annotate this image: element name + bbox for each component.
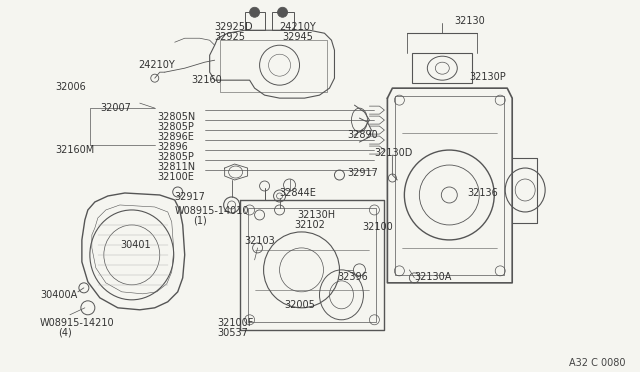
Text: 30537: 30537 (218, 328, 248, 338)
Text: 32917: 32917 (348, 168, 378, 178)
Text: W08915-14210: W08915-14210 (40, 318, 115, 328)
Text: 32945: 32945 (282, 32, 314, 42)
Text: 32160M: 32160M (55, 145, 94, 155)
Text: 32136: 32136 (467, 188, 498, 198)
Bar (220, 40, 328, 92)
Text: 32805N: 32805N (157, 112, 196, 122)
Text: 24210Y: 24210Y (280, 22, 316, 32)
Text: 32811N: 32811N (157, 162, 196, 172)
Text: 32100E: 32100E (157, 172, 195, 182)
Text: 32925: 32925 (214, 32, 246, 42)
Text: 32160: 32160 (192, 75, 223, 85)
Text: 32890: 32890 (348, 130, 378, 140)
Text: 32100F: 32100F (218, 318, 254, 328)
Text: 32896E: 32896E (157, 132, 195, 142)
Text: 32130D: 32130D (374, 148, 413, 158)
Text: 32805P: 32805P (157, 122, 195, 132)
Text: 32130A: 32130A (414, 272, 452, 282)
Text: 32006: 32006 (55, 82, 86, 92)
Text: 30401: 30401 (120, 240, 150, 250)
Ellipse shape (250, 7, 260, 17)
Bar (396, 96, 504, 275)
Text: A32 C 0080: A32 C 0080 (569, 358, 626, 368)
Text: W08915-14010: W08915-14010 (175, 206, 249, 216)
Text: 32805P: 32805P (157, 152, 195, 162)
Text: 32925D: 32925D (214, 22, 253, 32)
Text: 32103: 32103 (244, 236, 275, 246)
Ellipse shape (278, 7, 287, 17)
Text: 32844E: 32844E (280, 188, 316, 198)
Bar (244, 12, 264, 30)
Text: (4): (4) (58, 328, 72, 338)
Text: 32005: 32005 (285, 300, 316, 310)
Text: (1): (1) (193, 216, 207, 226)
Text: 32130P: 32130P (469, 72, 506, 82)
Text: 32396: 32396 (337, 272, 368, 282)
Text: 32896: 32896 (157, 142, 189, 152)
Bar (248, 208, 376, 322)
Text: 30400A: 30400A (40, 290, 77, 300)
Text: 32102: 32102 (294, 220, 325, 230)
Text: 32130: 32130 (454, 16, 485, 26)
Text: 24210Y: 24210Y (138, 60, 175, 70)
Text: 32917: 32917 (175, 192, 205, 202)
Text: 32130H: 32130H (298, 210, 335, 220)
Bar (412, 53, 472, 83)
Text: 32007: 32007 (100, 103, 131, 113)
Text: 32100: 32100 (362, 222, 393, 232)
Bar (271, 12, 294, 30)
